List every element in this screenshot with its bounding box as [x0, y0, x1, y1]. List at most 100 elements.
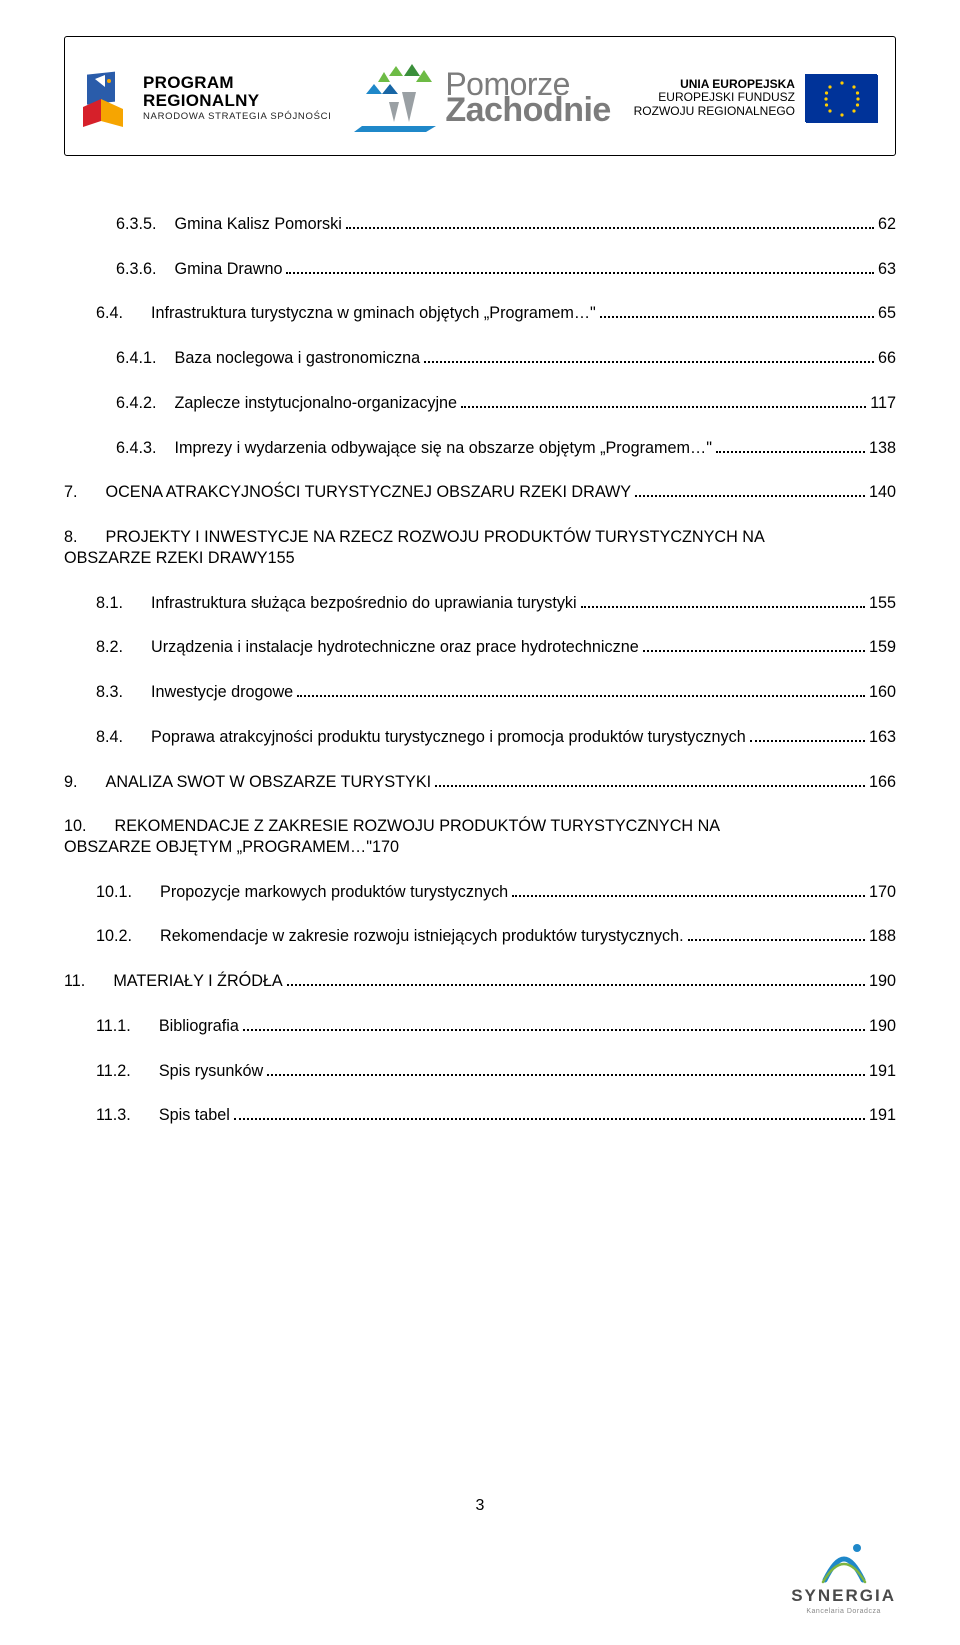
toc-page: 63 — [878, 259, 896, 280]
toc-number: 11.2. — [96, 1061, 131, 1082]
toc-label: Urządzenia i instalacje hydrotechniczne … — [151, 637, 639, 658]
toc-page: 190 — [869, 971, 896, 992]
toc-page: 65 — [878, 303, 896, 324]
toc-leader-dots — [234, 1118, 865, 1120]
toc-label: Poprawa atrakcyjności produktu turystycz… — [151, 727, 746, 748]
synergia-icon — [821, 1544, 867, 1584]
toc-number: 8.3. — [96, 682, 123, 703]
footer-brand-sub: Kancelaria Doradcza — [806, 1608, 880, 1615]
toc-label: MATERIAŁY I ŹRÓDŁA — [113, 971, 282, 992]
toc-entry: 8.PROJEKTY I INWESTYCJE NA RZECZ ROZWOJU… — [64, 527, 896, 568]
toc-number: 8. — [64, 527, 78, 548]
toc-page: 160 — [869, 682, 896, 703]
toc-label: REKOMENDACJE Z ZAKRESIE ROZWOJU PRODUKTÓ… — [115, 816, 721, 837]
toc-leader-dots — [635, 495, 865, 497]
program-regionalny-text: PROGRAM REGIONALNY NARODOWA STRATEGIA SP… — [143, 74, 332, 122]
toc-page: 188 — [869, 926, 896, 947]
pr-line1: PROGRAM — [143, 74, 332, 92]
page-number: 3 — [0, 1497, 960, 1515]
toc-leader-dots — [267, 1074, 865, 1076]
toc-label: ANALIZA SWOT W OBSZARZE TURYSTYKI — [106, 772, 432, 793]
toc-label: Infrastruktura turystyczna w gminach obj… — [151, 303, 596, 324]
header-banner: PROGRAM REGIONALNY NARODOWA STRATEGIA SP… — [64, 36, 896, 156]
toc-leader-dots — [688, 939, 865, 941]
toc-leader-dots — [600, 316, 874, 318]
toc-entry: 7. OCENA ATRAKCYJNOŚCI TURYSTYCZNEJ OBSZA… — [64, 482, 896, 503]
toc-entry: 8.4. Poprawa atrakcyjności produktu turys… — [64, 727, 896, 748]
toc-leader-dots — [297, 695, 865, 697]
toc-number: 6.4.2. — [116, 393, 157, 414]
toc-number: 8.2. — [96, 637, 123, 658]
toc-leader-dots — [243, 1029, 865, 1031]
toc-leader-dots — [346, 227, 874, 229]
toc-entry: 10.1. Propozycje markowych produktów tury… — [64, 882, 896, 903]
toc-leader-dots — [512, 895, 865, 897]
toc-number: 6.3.5. — [116, 214, 157, 235]
toc-leader-dots — [287, 984, 865, 986]
toc-number: 9. — [64, 772, 78, 793]
toc-entry: 8.2. Urządzenia i instalacje hydrotechnic… — [64, 637, 896, 658]
toc-entry: 8.3. Inwestycje drogowe 160 — [64, 682, 896, 703]
toc-entry: 10. REKOMENDACJE Z ZAKRESIE ROZWOJU PRODU… — [64, 816, 896, 857]
toc-label: Bibliografia — [159, 1016, 239, 1037]
toc-number: 11.3. — [96, 1105, 131, 1126]
pomorze-text: Pomorze Zachodnie — [445, 70, 611, 125]
toc-page: 191 — [869, 1105, 896, 1126]
toc-number: 6.4.1. — [116, 348, 157, 369]
toc-label: Baza noclegowa i gastronomiczna — [175, 348, 421, 369]
toc-number: 10.1. — [96, 882, 132, 903]
footer-brand: SYNERGIA — [791, 1586, 896, 1606]
toc-number: 8.1. — [96, 593, 123, 614]
toc-page: 138 — [869, 438, 896, 459]
toc-entry: 11.3.Spis tabel191 — [64, 1105, 896, 1126]
toc-page: 66 — [878, 348, 896, 369]
toc-page: 166 — [869, 772, 896, 793]
toc-entry: 11.2.Spis rysunków191 — [64, 1061, 896, 1082]
toc-page: 117 — [870, 393, 896, 414]
toc-page: 163 — [869, 727, 896, 748]
toc-leader-dots — [581, 606, 865, 608]
toc-number: 6.4.3. — [116, 438, 157, 459]
toc-label: Propozycje markowych produktów turystycz… — [160, 882, 508, 903]
toc-label: Gmina Kalisz Pomorski — [175, 214, 342, 235]
toc-number: 6.4. — [96, 303, 123, 324]
toc-entry: 11. MATERIAŁY I ŹRÓDŁA 190 — [64, 971, 896, 992]
toc-entry: 10.2.Rekomendacje w zakresie rozwoju ist… — [64, 926, 896, 947]
toc-leader-dots — [435, 785, 865, 787]
pomorze-bot: Zachodnie — [445, 95, 611, 126]
toc-label-cont: OBSZARZE OBJĘTYM „PROGRAMEM…" — [64, 837, 372, 858]
eu-flag-icon — [805, 74, 877, 122]
banner-center: Pomorze Zachodnie — [354, 62, 611, 134]
toc-label: Inwestycje drogowe — [151, 682, 293, 703]
toc-number: 11.1. — [96, 1016, 131, 1037]
pr-line2: REGIONALNY — [143, 92, 332, 110]
document-page: PROGRAM REGIONALNY NARODOWA STRATEGIA SP… — [0, 0, 960, 1645]
toc-entry: 6.4. Infrastruktura turystyczna w gminach… — [64, 303, 896, 324]
toc-label: Imprezy i wydarzenia odbywające się na o… — [175, 438, 712, 459]
eu-text: UNIA EUROPEJSKA EUROPEJSKI FUNDUSZ ROZWO… — [634, 78, 795, 118]
toc-label: OCENA ATRAKCYJNOŚCI TURYSTYCZNEJ OBSZARU… — [106, 482, 632, 503]
toc-number: 11. — [64, 971, 85, 992]
toc-page: 170 — [869, 882, 896, 903]
toc-leader-dots — [424, 361, 874, 363]
program-regionalny-icon — [83, 69, 133, 127]
pomorze-icon — [354, 62, 439, 134]
pr-line3: NARODOWA STRATEGIA SPÓJNOŚCI — [143, 112, 332, 122]
toc-entry: 9. ANALIZA SWOT W OBSZARZE TURYSTYKI 166 — [64, 772, 896, 793]
footer-logo: SYNERGIA Kancelaria Doradcza — [791, 1544, 896, 1615]
toc-leader-dots — [286, 272, 874, 274]
toc-entry: 11.1. Bibliografia 190 — [64, 1016, 896, 1037]
toc-entry: 6.4.2. Zaplecze instytucjonalno-organizac… — [64, 393, 896, 414]
toc-label: Zaplecze instytucjonalno-organizacyjne — [175, 393, 458, 414]
toc-page: 190 — [869, 1016, 896, 1037]
toc-page: 155 — [268, 548, 295, 569]
toc-page: 191 — [869, 1061, 896, 1082]
toc-number: 6.3.6. — [116, 259, 157, 280]
toc-label: Gmina Drawno — [175, 259, 283, 280]
toc-number: 7. — [64, 482, 78, 503]
toc-entry: 6.4.1. Baza noclegowa i gastronomiczna 66 — [64, 348, 896, 369]
toc-leader-dots — [643, 650, 865, 652]
toc-number: 8.4. — [96, 727, 123, 748]
toc-leader-dots — [461, 406, 866, 408]
toc-number: 10. — [64, 816, 87, 837]
